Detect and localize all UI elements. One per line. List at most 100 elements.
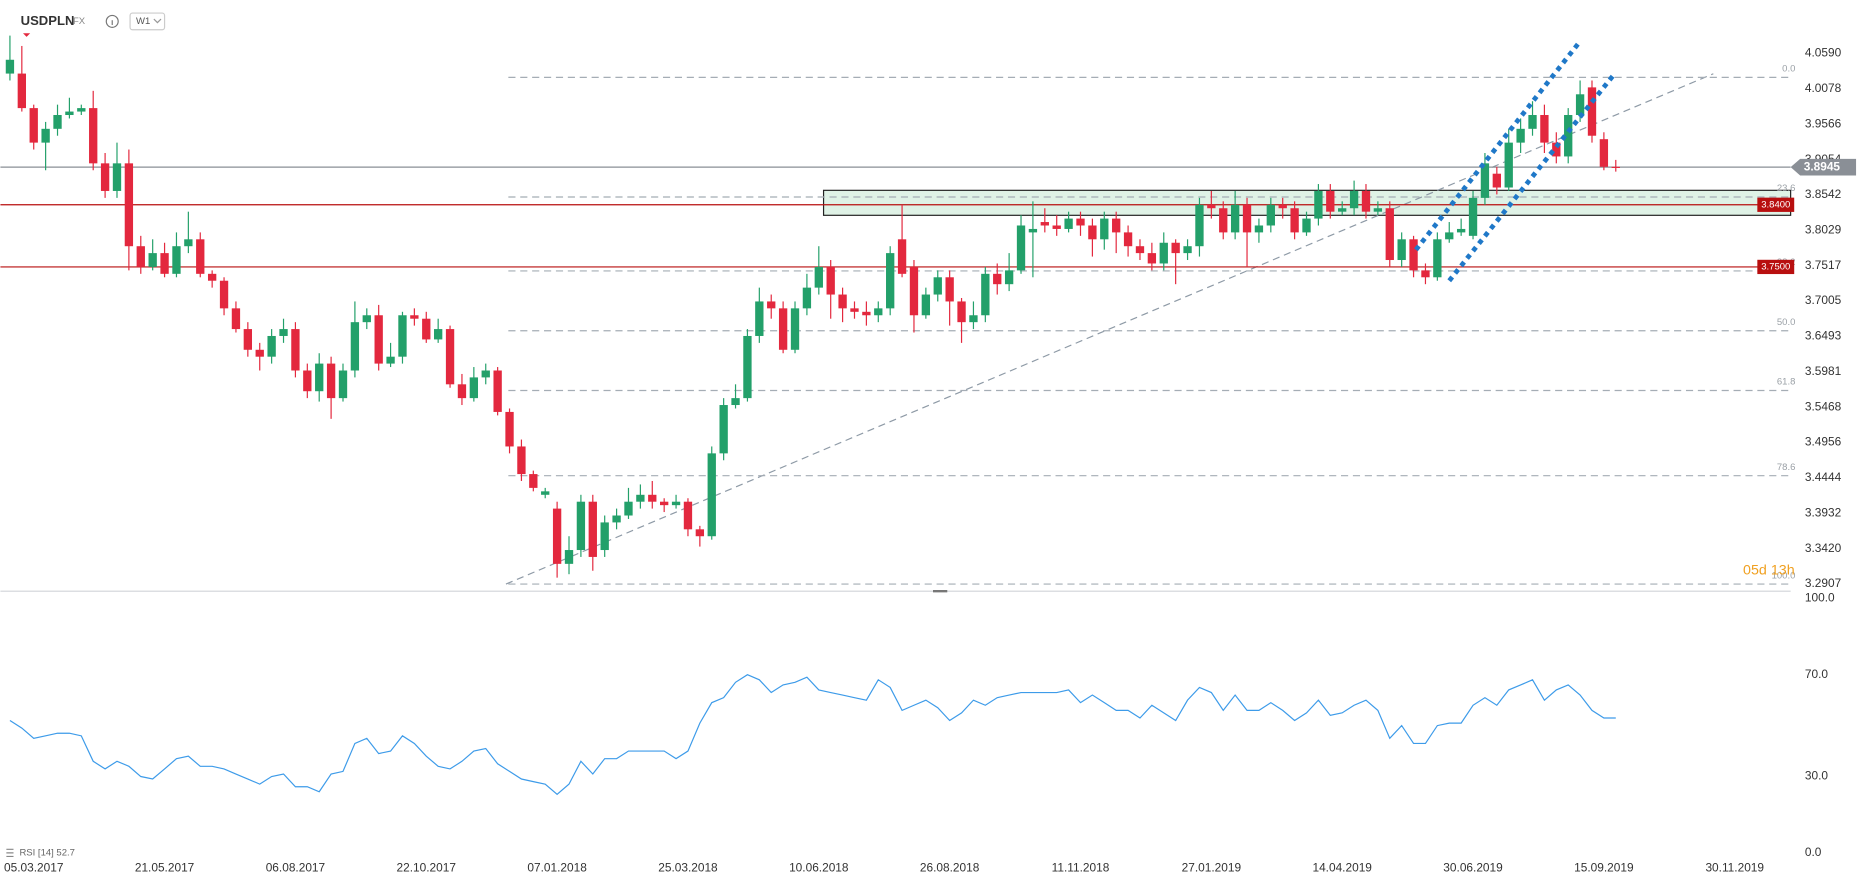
rsi-line: [9, 674, 1616, 796]
fib-label: 78.6: [1777, 462, 1795, 473]
candle-body: [1242, 204, 1252, 233]
candle-body: [671, 501, 681, 506]
x-tick-label: 26.08.2018: [920, 860, 980, 874]
candle-body: [814, 266, 823, 288]
y-tick-label: 3.9566: [1805, 116, 1842, 130]
candle-body: [469, 377, 479, 399]
candle-body: [1540, 115, 1549, 143]
candle-body: [53, 115, 62, 129]
candle-body: [1587, 87, 1597, 136]
candle-body: [350, 322, 360, 371]
zone-rectangle: [822, 189, 1792, 216]
candle-body: [398, 315, 407, 357]
y-tick-label: 0.0: [1805, 845, 1822, 859]
candle-body: [1147, 253, 1157, 264]
x-tick-label: 14.04.2019: [1312, 860, 1372, 874]
x-tick-label: 07.01.2018: [527, 860, 587, 874]
candle-body: [778, 308, 788, 350]
candle-body: [850, 308, 859, 312]
candle-body: [802, 287, 812, 309]
candle-body: [1266, 204, 1275, 226]
candle-body: [600, 522, 609, 551]
x-tick-label: 21.05.2017: [135, 860, 194, 874]
candle-body: [1302, 218, 1311, 233]
y-tick-label: 3.4444: [1805, 470, 1842, 484]
y-tick-label: 3.3932: [1805, 505, 1841, 519]
candle-body: [862, 311, 871, 316]
candle-body: [445, 329, 455, 385]
candle-body: [89, 108, 98, 164]
candle-body: [921, 294, 931, 316]
candle-body: [1016, 225, 1026, 271]
candle-body: [755, 301, 764, 336]
candle-body: [1397, 239, 1406, 261]
candle-body: [731, 398, 740, 406]
x-tick-label: 11.11.2018: [1052, 860, 1110, 874]
candle-body: [933, 277, 942, 295]
candle-body: [136, 246, 145, 267]
channel-lower: [1447, 72, 1617, 283]
candle-body: [481, 370, 490, 378]
candle-body: [1112, 218, 1121, 233]
candle-body: [65, 111, 74, 116]
candle-body: [326, 363, 336, 399]
candle-body: [612, 515, 621, 523]
candle-body: [433, 329, 443, 340]
y-tick-label: 3.5981: [1805, 364, 1842, 378]
candle-body: [505, 411, 514, 447]
candle-body: [564, 550, 574, 564]
channel: [1414, 41, 1617, 283]
candle-body: [660, 501, 669, 506]
candle-body: [1456, 228, 1466, 233]
drawings-back: [505, 73, 1792, 585]
x-tick-label: 30.11.2019: [1705, 860, 1764, 874]
candle-body: [184, 239, 193, 247]
candle-body: [1516, 128, 1525, 143]
candle-body: [386, 356, 395, 364]
candle-body: [1183, 246, 1192, 254]
y-tick-label: 3.8542: [1805, 187, 1841, 201]
candle-body: [624, 501, 633, 516]
x-tick-label: 25.03.2018: [658, 860, 718, 874]
candle-body: [1123, 232, 1133, 247]
info-icon[interactable]: [105, 14, 119, 28]
candle-body: [1385, 208, 1394, 261]
candle-body: [1492, 173, 1501, 188]
dropdown-arrow: [153, 18, 162, 24]
y-tick-label: 3.5468: [1805, 399, 1842, 413]
marker: [23, 33, 31, 37]
candle-body: [77, 108, 86, 112]
price-tag-label: 3.8945: [1804, 159, 1841, 173]
candle-body: [1064, 218, 1073, 229]
candle-body: [909, 266, 919, 316]
candle-body: [838, 294, 847, 309]
y-tick-label: 3.4956: [1805, 435, 1842, 449]
candle-body: [993, 273, 1002, 285]
y-tick-label: 4.0590: [1805, 46, 1842, 60]
x-tick-label: 22.10.2017: [397, 860, 456, 874]
candle-body: [707, 453, 716, 537]
candle-body: [1421, 270, 1430, 278]
y-tick-label: 70.0: [1805, 667, 1829, 681]
candle-body: [683, 501, 693, 530]
x-tick-label: 15.09.2019: [1574, 860, 1634, 874]
candle-body: [124, 163, 134, 247]
price-tag-label: 3.8400: [1761, 199, 1790, 210]
candle-body: [1254, 225, 1264, 233]
candle-body: [1040, 222, 1049, 226]
candle-body: [1480, 163, 1490, 198]
price-tag-label: 3.7500: [1761, 261, 1790, 272]
candle-body: [279, 329, 288, 336]
candle-body: [160, 253, 169, 274]
interval-select[interactable]: [129, 12, 166, 31]
candle-body: [648, 494, 657, 502]
candle-body: [219, 280, 229, 309]
candle-body: [897, 239, 907, 274]
fib-label: 50.0: [1777, 317, 1795, 328]
candle-body: [41, 128, 50, 143]
candle-body: [1349, 190, 1359, 209]
candle-body: [1278, 204, 1287, 209]
candle-body: [243, 329, 253, 350]
